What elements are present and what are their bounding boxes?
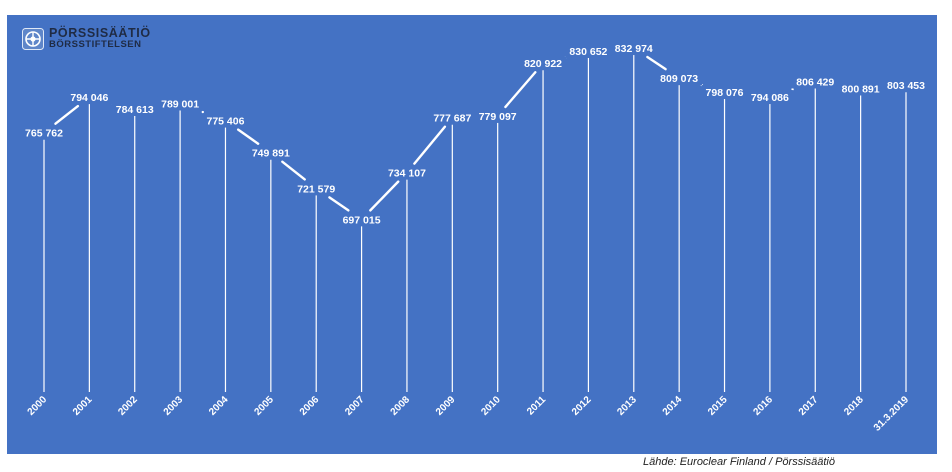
x-tick-label-10: 2010 xyxy=(479,394,503,418)
series-segment-5 xyxy=(281,160,306,181)
value-label-5: 749 891 xyxy=(252,148,290,160)
x-tick-label-19: 31.3.2019 xyxy=(872,394,912,434)
x-tick-label-16: 2016 xyxy=(752,394,776,418)
series-segment-8 xyxy=(413,125,447,165)
value-label-bg-2 xyxy=(111,101,158,116)
x-tick-label-2: 2002 xyxy=(116,394,140,418)
value-label-bg-16 xyxy=(746,90,793,105)
chart-panel xyxy=(7,15,937,454)
x-tick-label-12: 2012 xyxy=(570,394,594,418)
value-label-bg-3 xyxy=(157,96,204,111)
series-segment-13 xyxy=(646,55,667,71)
x-tick-label-5: 2005 xyxy=(252,394,276,418)
value-label-3: 789 001 xyxy=(161,98,199,110)
series-segment-6 xyxy=(328,196,350,212)
value-label-10: 779 097 xyxy=(479,111,517,123)
value-label-9: 777 687 xyxy=(433,113,471,125)
value-label-4: 775 406 xyxy=(206,116,244,128)
x-tick-label-9: 2009 xyxy=(434,394,458,418)
value-label-7: 697 015 xyxy=(343,214,381,226)
value-label-bg-10 xyxy=(474,108,521,123)
value-label-bg-5 xyxy=(247,145,294,160)
series-segment-7 xyxy=(369,180,400,212)
value-label-17: 806 429 xyxy=(796,76,834,88)
logo-title: PÖRSSISÄÄTIÖ xyxy=(49,26,151,40)
value-label-bg-7 xyxy=(338,212,385,227)
x-tick-label-14: 2014 xyxy=(661,394,685,418)
series-segment-10 xyxy=(504,71,537,109)
x-tick-label-0: 2000 xyxy=(26,394,50,418)
value-label-bg-19 xyxy=(883,78,929,93)
value-label-bg-11 xyxy=(520,56,567,71)
x-tick-label-4: 2004 xyxy=(207,394,231,418)
x-tick-label-18: 2018 xyxy=(842,394,866,418)
value-label-bg-14 xyxy=(656,71,703,86)
value-label-bg-17 xyxy=(792,74,839,89)
x-tick-label-7: 2007 xyxy=(343,394,367,418)
value-label-0: 765 762 xyxy=(25,128,63,140)
series-segment-0 xyxy=(54,104,80,125)
value-label-bg-6 xyxy=(293,181,340,196)
source-note: Lähde: Euroclear Finland / Pörssisäätiö xyxy=(643,456,835,468)
x-tick-label-1: 2001 xyxy=(71,394,95,418)
value-label-2: 784 613 xyxy=(116,104,154,116)
value-label-bg-8 xyxy=(383,165,430,180)
logo-subtitle: BÖRSSTIFTELSEN xyxy=(49,39,142,50)
value-label-13: 832 974 xyxy=(615,43,653,55)
value-label-14: 809 073 xyxy=(660,73,698,85)
logo: PÖRSSISÄÄTIÖ BÖRSSTIFTELSEN xyxy=(22,26,151,52)
x-tick-label-6: 2006 xyxy=(298,394,322,418)
x-tick-label-8: 2008 xyxy=(389,394,413,418)
value-label-8: 734 107 xyxy=(388,168,426,180)
x-tick-label-15: 2015 xyxy=(706,394,730,418)
value-label-bg-15 xyxy=(701,85,748,100)
value-label-1: 794 046 xyxy=(70,92,108,104)
value-label-bg-9 xyxy=(429,110,476,125)
value-label-15: 798 076 xyxy=(706,87,744,99)
x-tick-label-3: 2003 xyxy=(162,394,186,418)
x-tick-label-11: 2011 xyxy=(525,394,548,417)
value-label-bg-1 xyxy=(66,90,113,105)
value-label-bg-13 xyxy=(610,41,657,56)
value-label-16: 794 086 xyxy=(751,92,789,104)
value-label-11: 820 922 xyxy=(524,58,562,70)
x-tick-label-17: 2017 xyxy=(797,394,821,418)
value-label-bg-4 xyxy=(202,113,249,128)
series-segment-4 xyxy=(236,128,260,145)
x-tick-label-13: 2013 xyxy=(615,394,639,418)
value-label-18: 800 891 xyxy=(842,83,880,95)
value-label-bg-18 xyxy=(837,81,884,96)
value-label-19: 803 453 xyxy=(887,80,925,92)
value-label-12: 830 652 xyxy=(569,46,607,58)
porssisaatio-logo-icon xyxy=(22,28,44,50)
value-label-6: 721 579 xyxy=(297,183,335,195)
value-label-bg-12 xyxy=(565,43,612,58)
value-label-bg-0 xyxy=(21,125,67,140)
